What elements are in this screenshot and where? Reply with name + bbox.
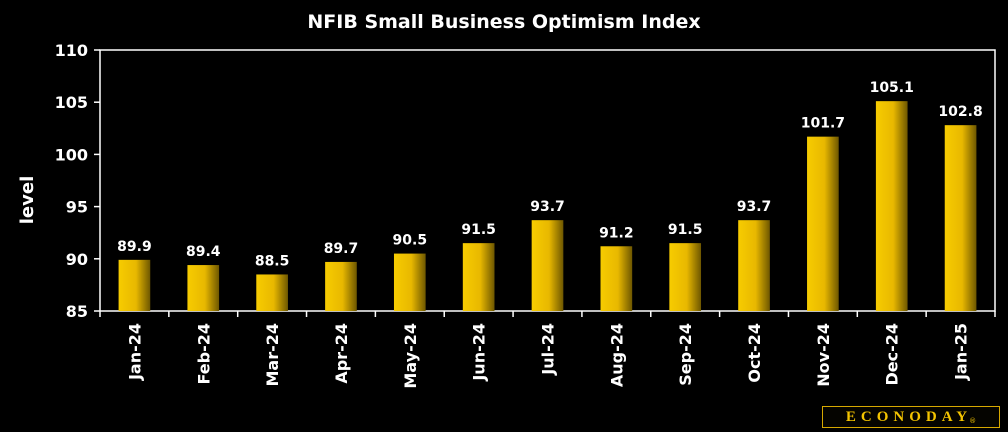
bars-group bbox=[118, 101, 977, 311]
logo-text: ECONODAY bbox=[845, 408, 973, 425]
data-label: 88.5 bbox=[255, 253, 290, 269]
data-label: 91.2 bbox=[599, 225, 634, 241]
x-tick-label: Jun-24 bbox=[470, 323, 489, 382]
x-tick-label: Nov-24 bbox=[814, 323, 833, 387]
data-label: 93.7 bbox=[737, 199, 772, 215]
data-label: 90.5 bbox=[393, 233, 428, 249]
x-tick-label: Feb-24 bbox=[194, 323, 213, 385]
bar-oct-24 bbox=[738, 220, 770, 311]
bar-jul-24 bbox=[531, 220, 564, 311]
data-label: 91.5 bbox=[461, 222, 496, 238]
econoday-logo: ECONODAY ® bbox=[822, 406, 1000, 428]
y-tick-label: 110 bbox=[55, 41, 88, 60]
data-label: 89.4 bbox=[186, 244, 221, 260]
y-tick-label: 95 bbox=[66, 198, 88, 217]
bar-dec-24 bbox=[875, 101, 908, 311]
x-tick-label: Jul-24 bbox=[539, 323, 558, 376]
bar-jan-24 bbox=[118, 259, 151, 311]
x-tick-label: Dec-24 bbox=[883, 323, 902, 386]
bar-aug-24 bbox=[600, 246, 633, 311]
x-tick-label: Jan-24 bbox=[125, 323, 144, 381]
bar-mar-24 bbox=[256, 274, 288, 311]
chart-title: NFIB Small Business Optimism Index bbox=[307, 11, 700, 33]
bar-apr-24 bbox=[325, 261, 357, 311]
bar-sep-24 bbox=[669, 243, 702, 311]
x-tick-label: Oct-24 bbox=[745, 323, 764, 383]
data-label: 91.5 bbox=[668, 222, 703, 238]
y-tick-label: 90 bbox=[66, 250, 88, 269]
y-tick-label: 105 bbox=[55, 93, 88, 112]
x-axis-ticks: Jan-24 Feb-24 Mar-24 Apr-24 May-24 Jun-24 Jul-… bbox=[99, 311, 996, 389]
x-tick-label: Sep-24 bbox=[676, 323, 695, 386]
data-label: 105.1 bbox=[870, 80, 914, 96]
x-tick-label: Mar-24 bbox=[263, 323, 282, 387]
x-tick-label: Jan-25 bbox=[952, 323, 971, 381]
y-axis-ticks: 85 90 95 100 105 110 bbox=[55, 41, 100, 321]
data-label: 89.9 bbox=[117, 239, 152, 255]
registered-mark: ® bbox=[969, 417, 977, 425]
data-label: 93.7 bbox=[530, 199, 565, 215]
y-axis-label: level bbox=[17, 176, 38, 225]
y-tick-label: 85 bbox=[66, 302, 88, 321]
data-label: 89.7 bbox=[324, 241, 359, 257]
data-labels-group: 89.9 89.4 88.5 89.7 90.5 91.5 93.7 91.2 91.5 93.7… bbox=[117, 80, 983, 269]
data-label: 102.8 bbox=[938, 104, 982, 120]
data-label: 101.7 bbox=[801, 116, 845, 132]
bar-feb-24 bbox=[187, 265, 220, 311]
y-tick-label: 100 bbox=[55, 145, 88, 164]
x-tick-label: May-24 bbox=[401, 323, 420, 389]
x-tick-label: Apr-24 bbox=[332, 323, 351, 384]
bar-jan-25 bbox=[944, 125, 977, 311]
bar-may-24 bbox=[393, 253, 426, 311]
x-tick-label: Aug-24 bbox=[607, 323, 626, 387]
bar-jun-24 bbox=[462, 243, 495, 311]
bar-nov-24 bbox=[807, 136, 839, 311]
